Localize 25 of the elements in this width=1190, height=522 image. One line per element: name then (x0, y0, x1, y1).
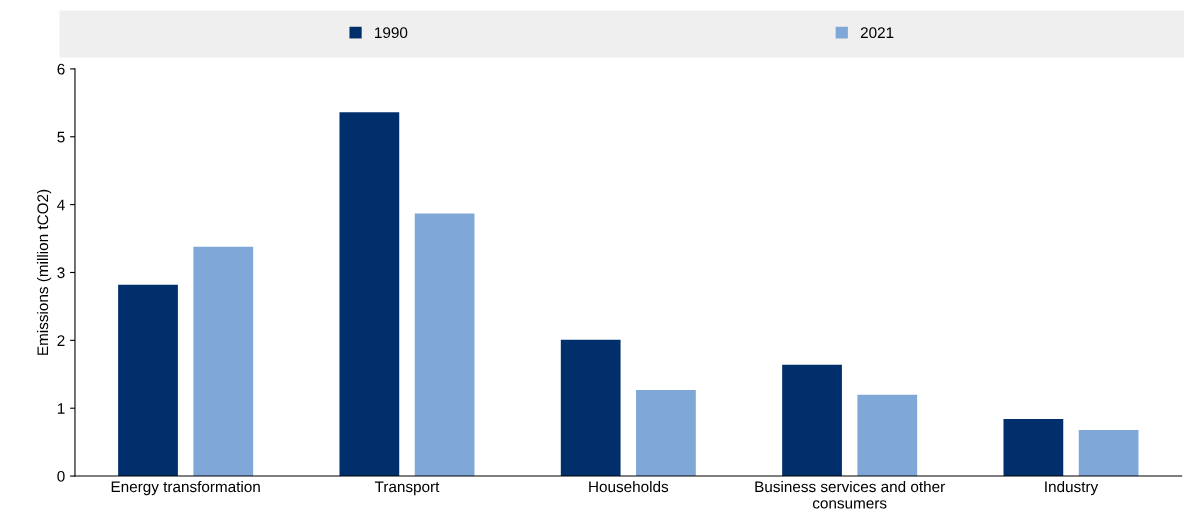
x-tick-label: Industry (1045, 480, 1099, 496)
y-tick-label: 5 (57, 131, 65, 143)
y-tick-label: 6 (57, 63, 65, 75)
y-tick-label: 4 (57, 199, 65, 211)
y-axis-title: Emissions (million tCO2) (36, 189, 52, 355)
x-tick-label: Transport (374, 481, 440, 496)
y-tick-label: 1 (57, 403, 65, 414)
bar (193, 246, 254, 477)
x-tick-label: Energy transformation (111, 480, 260, 496)
bar (339, 112, 400, 477)
bar (857, 394, 918, 477)
y-tick-label: 2 (57, 335, 65, 346)
bar (1078, 429, 1139, 477)
x-tick-label: Business services and other consumers (755, 480, 945, 509)
legend-label: 1990 (375, 27, 408, 39)
y-tick-label: 3 (57, 267, 65, 279)
bar (782, 364, 842, 477)
bar (560, 339, 621, 477)
y-tick-label: 0 (57, 470, 65, 482)
bar (414, 213, 475, 477)
bar (1003, 419, 1064, 477)
x-tick-label: Households (589, 480, 669, 493)
bar (636, 389, 696, 477)
bar (118, 284, 178, 477)
legend-label: 2021 (860, 27, 894, 39)
